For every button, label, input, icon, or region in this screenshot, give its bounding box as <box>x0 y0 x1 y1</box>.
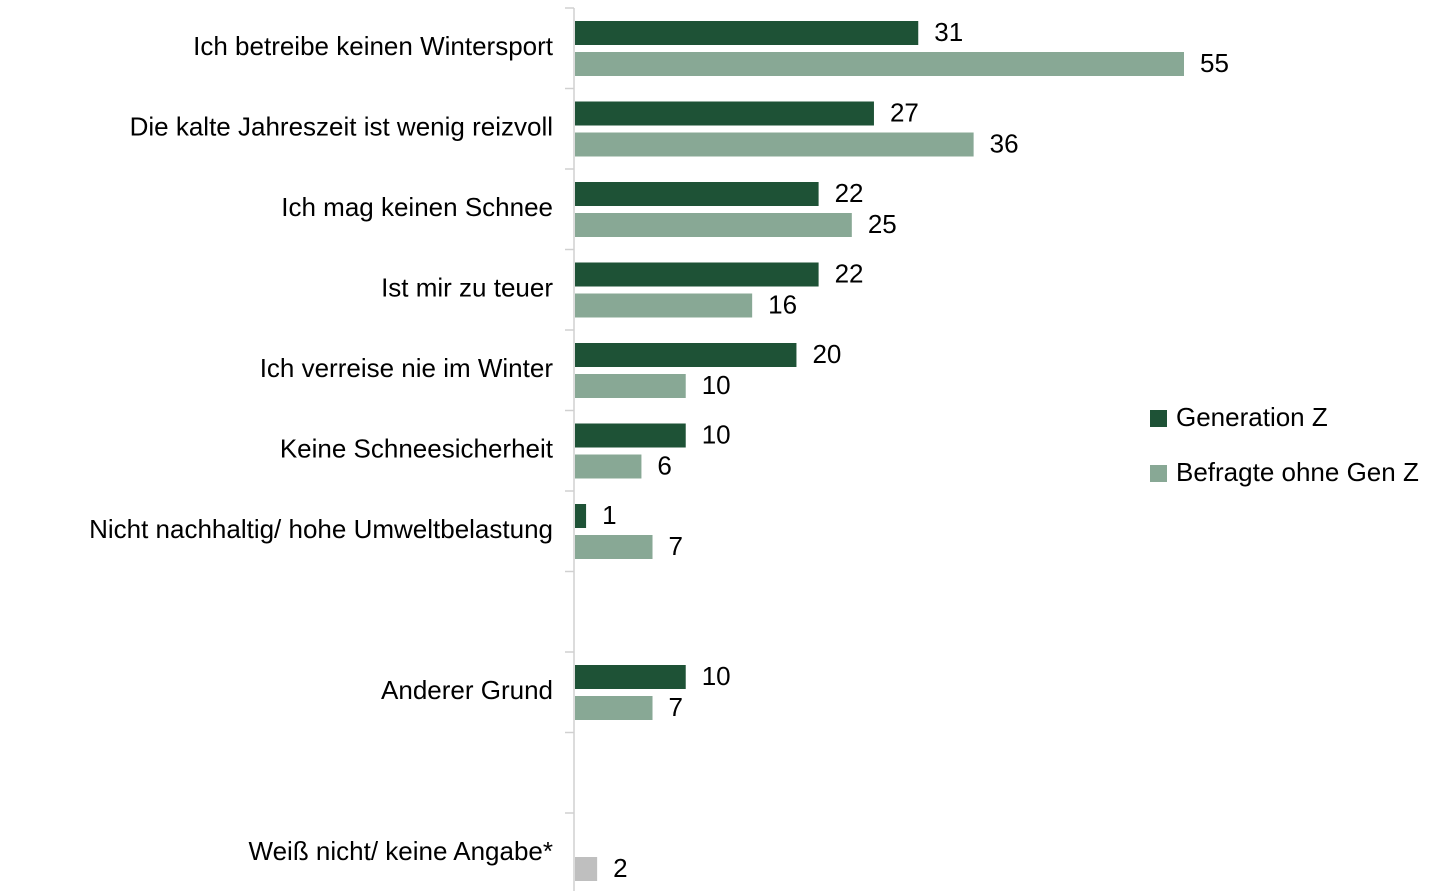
bar <box>575 857 598 881</box>
value-label: 2 <box>613 853 627 883</box>
value-label: 16 <box>768 289 797 319</box>
bar <box>575 182 819 206</box>
legend-label: Generation Z <box>1176 402 1328 432</box>
bar <box>575 423 686 448</box>
value-label: 7 <box>669 531 683 561</box>
value-label: 10 <box>702 370 731 400</box>
bar <box>575 21 919 45</box>
legend-swatch <box>1150 465 1167 482</box>
category-label: Ich mag keinen Schnee <box>281 192 553 222</box>
bar <box>575 101 874 126</box>
value-label: 36 <box>990 128 1019 158</box>
category-label: Nicht nachhaltig/ hohe Umweltbelastung <box>89 514 553 544</box>
bar <box>575 504 587 528</box>
category-label: Ist mir zu teuer <box>381 272 553 302</box>
bar <box>575 132 974 157</box>
bar <box>575 454 642 479</box>
value-label: 10 <box>702 419 731 449</box>
value-label: 31 <box>934 17 963 47</box>
bar <box>575 213 852 237</box>
category-label: Weiß nicht/ keine Angabe* <box>249 836 553 866</box>
bar <box>575 696 653 720</box>
value-label: 7 <box>669 692 683 722</box>
bar <box>575 262 819 287</box>
value-label: 25 <box>868 209 897 239</box>
value-label: 10 <box>702 661 731 691</box>
value-label: 1 <box>602 500 616 530</box>
value-label: 6 <box>657 450 671 480</box>
value-label: 22 <box>835 258 864 288</box>
value-label: 27 <box>890 97 919 127</box>
category-label: Die kalte Jahreszeit ist wenig reizvoll <box>130 111 553 141</box>
bar <box>575 52 1184 76</box>
bar <box>575 374 686 398</box>
category-label: Ich verreise nie im Winter <box>260 353 554 383</box>
bar <box>575 665 686 689</box>
legend-label: Befragte ohne Gen Z <box>1176 457 1419 487</box>
legend-swatch <box>1150 410 1167 427</box>
bar <box>575 535 653 559</box>
category-label: Ich betreibe keinen Wintersport <box>193 31 554 61</box>
category-label: Anderer Grund <box>381 675 553 705</box>
value-label: 20 <box>812 339 841 369</box>
bar <box>575 343 797 367</box>
bar <box>575 293 753 318</box>
category-label: Keine Schneesicherheit <box>280 433 554 463</box>
value-label: 55 <box>1200 48 1229 78</box>
value-label: 22 <box>835 178 864 208</box>
